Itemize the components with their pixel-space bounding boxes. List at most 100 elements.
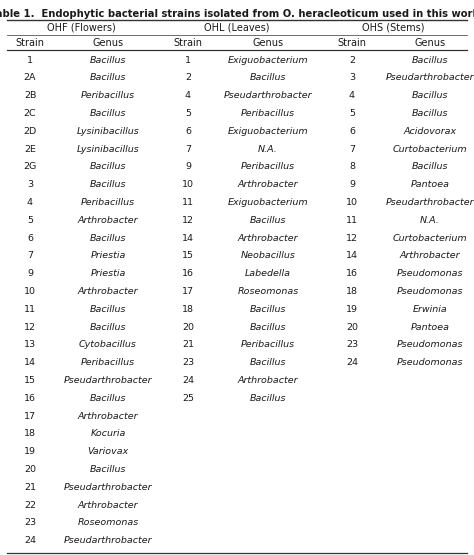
Text: Labedella: Labedella (245, 269, 291, 278)
Text: Pseudomonas: Pseudomonas (397, 287, 463, 296)
Text: Cytobacillus: Cytobacillus (79, 340, 137, 349)
Text: Neobacillus: Neobacillus (241, 251, 295, 260)
Text: Bacillus: Bacillus (90, 162, 126, 171)
Text: Bacillus: Bacillus (250, 305, 286, 314)
Text: Bacillus: Bacillus (250, 322, 286, 331)
Text: 24: 24 (346, 358, 358, 367)
Text: 2: 2 (349, 56, 355, 64)
Text: 5: 5 (27, 216, 33, 225)
Text: Pseudarthrobacter: Pseudarthrobacter (386, 73, 474, 82)
Text: Variovax: Variovax (87, 447, 128, 456)
Text: Pseudomonas: Pseudomonas (397, 340, 463, 349)
Text: 3: 3 (349, 73, 355, 82)
Text: Genus: Genus (253, 38, 283, 48)
Text: Bacillus: Bacillus (412, 109, 448, 118)
Text: 16: 16 (24, 393, 36, 403)
Text: Strain: Strain (16, 38, 45, 48)
Text: Pseudarthrobacter: Pseudarthrobacter (64, 536, 152, 545)
Text: Roseomonas: Roseomonas (237, 287, 299, 296)
Text: Bacillus: Bacillus (90, 109, 126, 118)
Text: 19: 19 (24, 447, 36, 456)
Text: Genus: Genus (92, 38, 124, 48)
Text: Bacillus: Bacillus (412, 162, 448, 171)
Text: 6: 6 (27, 234, 33, 243)
Text: 20: 20 (346, 322, 358, 331)
Text: Peribacillus: Peribacillus (81, 358, 135, 367)
Text: 15: 15 (24, 376, 36, 385)
Text: 11: 11 (346, 216, 358, 225)
Text: 8: 8 (349, 162, 355, 171)
Text: Arthrobacter: Arthrobacter (78, 216, 138, 225)
Text: 22: 22 (24, 501, 36, 509)
Text: 7: 7 (27, 251, 33, 260)
Text: 5: 5 (185, 109, 191, 118)
Text: 9: 9 (185, 162, 191, 171)
Text: Bacillus: Bacillus (412, 91, 448, 100)
Text: Arthrobacter: Arthrobacter (400, 251, 460, 260)
Text: Priestia: Priestia (91, 269, 126, 278)
Text: Peribacillus: Peribacillus (241, 162, 295, 171)
Text: Table 1.  Endophytic bacterial strains isolated from O. heracleoticum used in th: Table 1. Endophytic bacterial strains is… (0, 9, 474, 19)
Text: Bacillus: Bacillus (90, 180, 126, 189)
Text: 23: 23 (24, 518, 36, 527)
Text: OHS (Stems): OHS (Stems) (362, 23, 424, 33)
Text: 10: 10 (346, 198, 358, 207)
Text: 4: 4 (185, 91, 191, 100)
Text: Genus: Genus (414, 38, 446, 48)
Text: 10: 10 (182, 180, 194, 189)
Text: Pseudarthrobacter: Pseudarthrobacter (224, 91, 312, 100)
Text: Arthrobacter: Arthrobacter (238, 234, 298, 243)
Text: Roseomonas: Roseomonas (77, 518, 138, 527)
Text: Erwinia: Erwinia (413, 305, 447, 314)
Text: 25: 25 (182, 393, 194, 403)
Text: Pseudomonas: Pseudomonas (397, 358, 463, 367)
Text: 17: 17 (24, 411, 36, 421)
Text: 2: 2 (185, 73, 191, 82)
Text: Lysinibacillus: Lysinibacillus (77, 127, 139, 136)
Text: 13: 13 (24, 340, 36, 349)
Text: Bacillus: Bacillus (90, 465, 126, 474)
Text: Pseudarthrobacter: Pseudarthrobacter (386, 198, 474, 207)
Text: 6: 6 (349, 127, 355, 136)
Text: 12: 12 (24, 322, 36, 331)
Text: Pseudarthrobacter: Pseudarthrobacter (64, 376, 152, 385)
Text: 1: 1 (27, 56, 33, 64)
Text: Strain: Strain (337, 38, 366, 48)
Text: 12: 12 (182, 216, 194, 225)
Text: 23: 23 (346, 340, 358, 349)
Text: N.A.: N.A. (420, 216, 440, 225)
Text: N.A.: N.A. (258, 144, 278, 154)
Text: 11: 11 (182, 198, 194, 207)
Text: 11: 11 (24, 305, 36, 314)
Text: 2C: 2C (24, 109, 36, 118)
Text: 17: 17 (182, 287, 194, 296)
Text: 18: 18 (346, 287, 358, 296)
Text: Bacillus: Bacillus (250, 216, 286, 225)
Text: 6: 6 (185, 127, 191, 136)
Text: Priestia: Priestia (91, 251, 126, 260)
Text: Peribacillus: Peribacillus (81, 198, 135, 207)
Text: 19: 19 (346, 305, 358, 314)
Text: Pantoea: Pantoea (410, 180, 449, 189)
Text: 9: 9 (27, 269, 33, 278)
Text: 21: 21 (24, 483, 36, 492)
Text: 14: 14 (24, 358, 36, 367)
Text: 1: 1 (185, 56, 191, 64)
Text: OHF (Flowers): OHF (Flowers) (46, 23, 115, 33)
Text: Bacillus: Bacillus (90, 56, 126, 64)
Text: Bacillus: Bacillus (90, 73, 126, 82)
Text: 10: 10 (24, 287, 36, 296)
Text: Bacillus: Bacillus (250, 358, 286, 367)
Text: 3: 3 (27, 180, 33, 189)
Text: Acidovorax: Acidovorax (403, 127, 456, 136)
Text: 16: 16 (182, 269, 194, 278)
Text: 14: 14 (182, 234, 194, 243)
Text: 5: 5 (349, 109, 355, 118)
Text: 16: 16 (346, 269, 358, 278)
Text: 2B: 2B (24, 91, 36, 100)
Text: OHL (Leaves): OHL (Leaves) (204, 23, 270, 33)
Text: 9: 9 (349, 180, 355, 189)
Text: 21: 21 (182, 340, 194, 349)
Text: Pseudomonas: Pseudomonas (397, 269, 463, 278)
Text: Peribacillus: Peribacillus (81, 91, 135, 100)
